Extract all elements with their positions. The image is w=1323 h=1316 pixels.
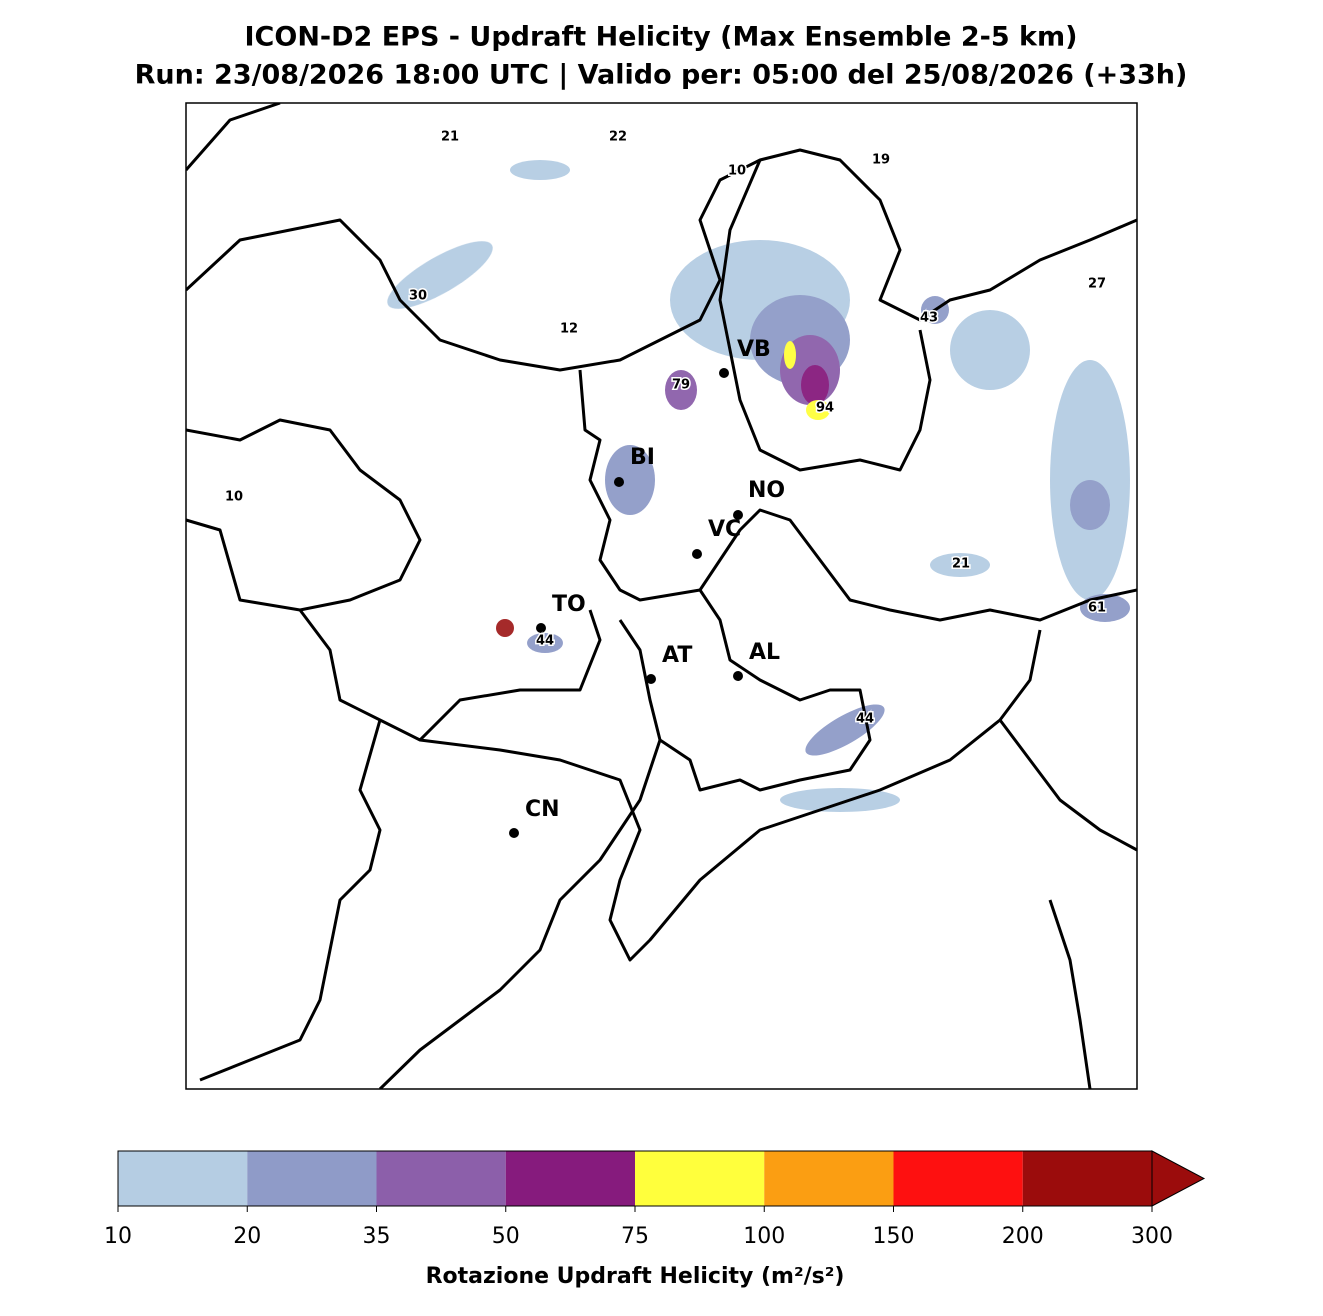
colorbar-tick-label: 20 — [233, 1224, 261, 1249]
max-value-label: 21 — [441, 130, 459, 145]
max-value-label: 10 — [728, 164, 746, 179]
city-dot — [733, 510, 743, 520]
city-label: VB — [737, 337, 771, 362]
colorbar-tick-label: 200 — [1002, 1224, 1044, 1249]
colorbar-label: Rotazione Updraft Helicity (m²/s²) — [426, 1264, 845, 1289]
colorbar-segment — [247, 1151, 377, 1206]
max-value-label: 12 — [560, 322, 578, 337]
city-dot — [509, 828, 519, 838]
max-value-label: 61 — [1088, 601, 1106, 616]
colorbar-segment — [635, 1151, 765, 1206]
colorbar-segment — [505, 1151, 635, 1206]
city-label: TO — [552, 592, 586, 617]
max-value-label: 30 — [409, 289, 427, 304]
city-label: AT — [662, 643, 692, 668]
city-label: AL — [749, 640, 780, 665]
city-label: BI — [630, 445, 655, 470]
city-dot — [719, 368, 729, 378]
map-layer — [186, 103, 1137, 1089]
max-value-label: 10 — [225, 490, 243, 505]
max-value-label: 43 — [920, 311, 938, 326]
max-value-label: 27 — [1088, 277, 1106, 292]
city-dot — [536, 623, 546, 633]
colorbar-extend-arrow — [1151, 1150, 1206, 1207]
colorbar-segment — [893, 1151, 1023, 1206]
borders — [186, 103, 1137, 1089]
max-value-label: 79 — [672, 378, 690, 393]
city-dot — [733, 671, 743, 681]
max-value-label: 44 — [856, 712, 874, 727]
max-value-label: 19 — [872, 153, 890, 168]
colorbar-segment — [376, 1151, 506, 1206]
map-frame — [185, 102, 1138, 1090]
colorbar-tick-label: 10 — [104, 1224, 132, 1249]
city-dot — [614, 477, 624, 487]
colorbar-tick-label: 300 — [1131, 1224, 1173, 1249]
city-dot — [692, 549, 702, 559]
location-marker — [496, 619, 514, 637]
subtitle: Run: 23/08/2026 18:00 UTC | Valido per: … — [135, 60, 1188, 91]
colorbar-tick-label: 35 — [363, 1224, 391, 1249]
max-value-label: 44 — [536, 634, 554, 649]
city-label: NO — [748, 478, 785, 503]
colorbar-segment — [1022, 1151, 1152, 1206]
colorbar-tick-label: 75 — [621, 1224, 649, 1249]
city-label: CN — [525, 797, 560, 822]
city-label: VC — [708, 517, 741, 542]
max-value-label: 22 — [609, 130, 627, 145]
colorbar-segment — [764, 1151, 894, 1206]
helicity-field — [387, 160, 1130, 812]
colorbar-segment — [118, 1151, 248, 1206]
max-value-label: 94 — [816, 401, 834, 416]
colorbar-tick-label: 100 — [743, 1224, 785, 1249]
title: ICON-D2 EPS - Updraft Helicity (Max Ense… — [245, 22, 1078, 53]
colorbar-tick-label: 150 — [873, 1224, 915, 1249]
colorbar-tick-label: 50 — [492, 1224, 520, 1249]
city-dot — [646, 674, 656, 684]
max-value-label: 21 — [952, 557, 970, 572]
